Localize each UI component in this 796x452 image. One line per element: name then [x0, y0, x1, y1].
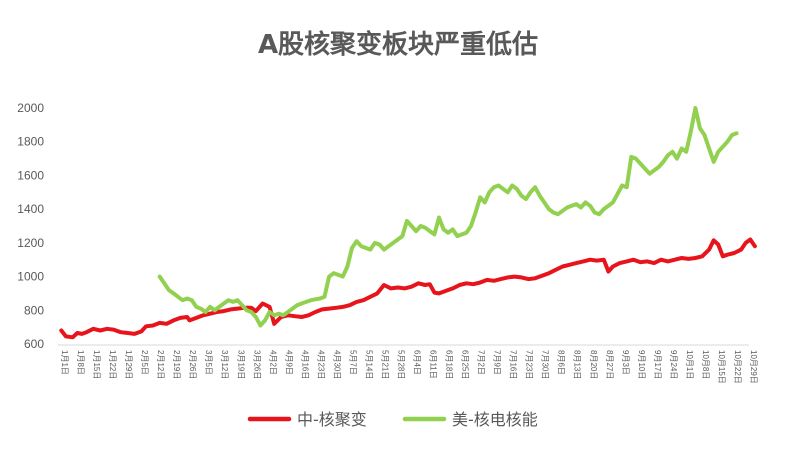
x-tick-label: 7月16日	[509, 350, 518, 379]
x-tick-label: 3月5日	[204, 350, 213, 375]
series-line-1	[157, 106, 739, 328]
x-axis-ticks: 1月1日 1月8日 1月15日 1月22日 1月29日 2月5日 2月12日 2月19日 2月2…	[60, 350, 758, 384]
legend-label: 中-核聚变	[297, 410, 367, 429]
x-tick-label: 1月8日	[76, 350, 85, 375]
y-tick-label: 1400	[17, 202, 44, 216]
x-tick-label: 7月23日	[525, 350, 534, 379]
x-tick-label: 8月20日	[589, 350, 598, 379]
x-tick-label: 3月12日	[220, 350, 229, 379]
x-tick-label: 2月12日	[156, 350, 165, 379]
chart-title: A股核聚变板块严重低估	[258, 29, 538, 60]
x-tick-label: 6月4日	[413, 350, 422, 375]
x-tick-label: 10月29日	[749, 350, 758, 384]
x-tick-label: 4月30日	[332, 350, 341, 379]
x-tick-label: 3月26日	[252, 350, 261, 379]
x-tick-label: 4月9日	[284, 350, 293, 375]
x-tick-label: 5月14日	[364, 350, 373, 379]
x-tick-label: 2月19日	[172, 350, 181, 379]
x-tick-label: 8月6日	[557, 350, 566, 375]
x-tick-label: 5月7日	[348, 350, 357, 375]
x-tick-label: 4月16日	[300, 350, 309, 379]
x-tick-label: 4月2日	[268, 350, 277, 375]
x-tick-label: 9月17日	[653, 350, 662, 379]
y-tick-label: 1000	[17, 270, 44, 284]
series-layer	[59, 106, 757, 340]
legend-label: 美-核电核能	[452, 410, 538, 429]
legend: 中-核聚变 美-核电核能	[247, 410, 538, 429]
y-tick-label: 1800	[17, 135, 44, 149]
x-tick-label: 1月15日	[92, 350, 101, 379]
x-tick-label: 9月10日	[637, 350, 646, 379]
x-tick-label: 1月29日	[124, 350, 133, 379]
x-tick-label: 6月25日	[461, 350, 470, 379]
x-tick-label: 6月18日	[445, 350, 454, 379]
x-tick-label: 1月1日	[60, 350, 69, 375]
x-tick-label: 2月26日	[188, 350, 197, 379]
y-tick-label: 1200	[17, 236, 44, 250]
x-tick-label: 4月23日	[316, 350, 325, 379]
x-tick-label: 8月27日	[605, 350, 614, 379]
y-tick-label: 800	[24, 303, 44, 317]
x-tick-label: 7月2日	[477, 350, 486, 375]
x-tick-label: 8月13日	[573, 350, 582, 379]
x-tick-label: 6月11日	[429, 350, 438, 379]
x-tick-label: 10月8日	[701, 350, 710, 379]
x-tick-label: 7月9日	[493, 350, 502, 375]
x-tick-label: 10月22日	[733, 350, 742, 384]
x-tick-label: 2月5日	[140, 350, 149, 375]
x-tick-label: 9月3日	[621, 350, 630, 375]
x-tick-label: 5月21日	[380, 350, 389, 379]
x-tick-label: 1月22日	[108, 350, 117, 379]
x-tick-label: 9月24日	[669, 350, 678, 379]
x-tick-label: 5月28日	[396, 350, 405, 379]
series-line-0	[59, 237, 757, 340]
y-axis-ticks: 600 800 1000 1200 1400 1600 1800 2000	[17, 101, 44, 351]
x-tick-label: 3月19日	[236, 350, 245, 379]
x-tick-label: 10月1日	[685, 350, 694, 379]
x-tick-label: 7月30日	[541, 350, 550, 379]
y-tick-label: 2000	[17, 101, 44, 115]
x-tick-label: 10月15日	[717, 350, 726, 384]
y-tick-label: 1600	[17, 168, 44, 182]
y-tick-label: 600	[24, 337, 44, 351]
